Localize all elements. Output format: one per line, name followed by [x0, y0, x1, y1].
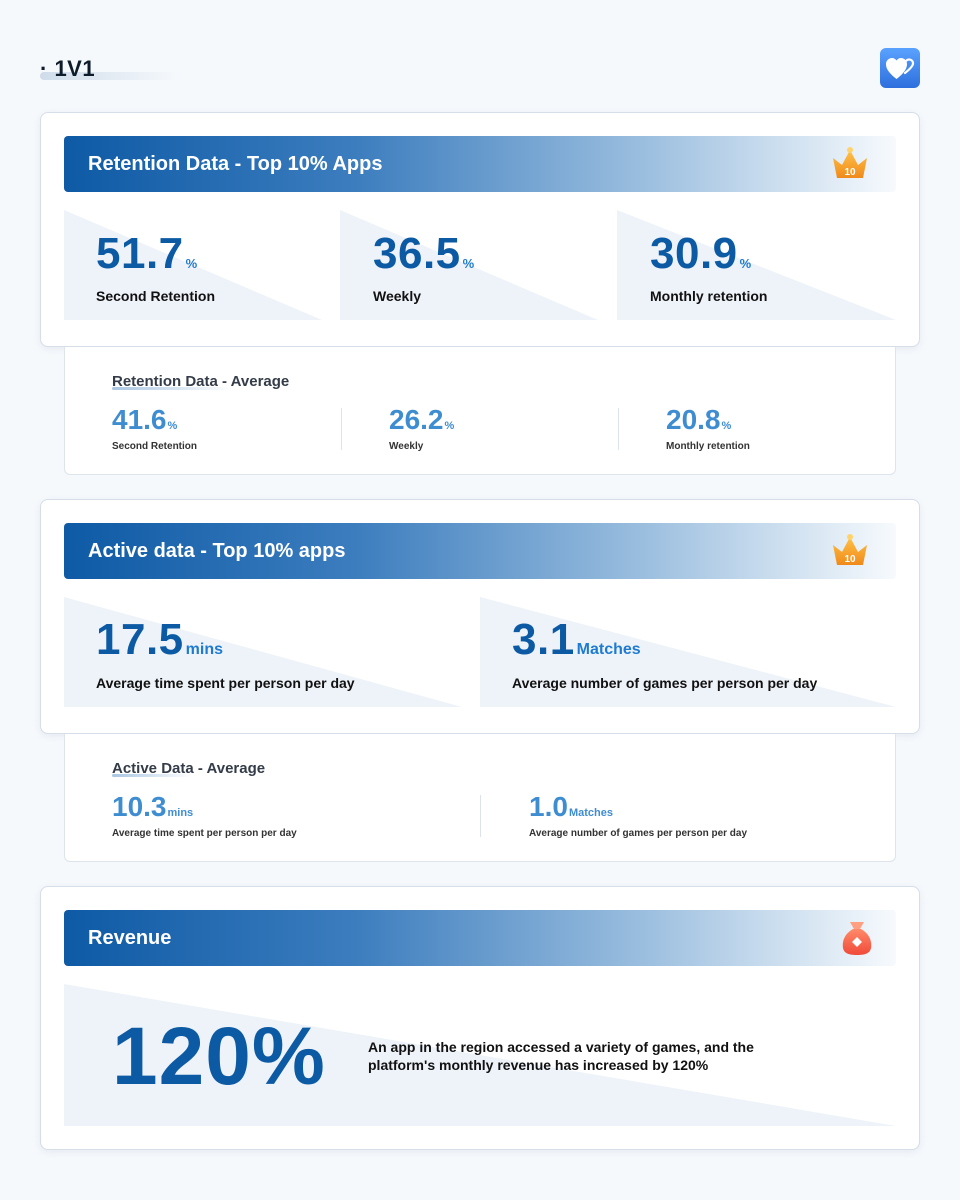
active-top-banner: Active data - Top 10% apps: [64, 523, 896, 579]
avg-label: Monthly retention: [666, 441, 750, 452]
svg-text:10: 10: [844, 554, 856, 565]
divider: [341, 408, 342, 450]
stat-tile: [480, 597, 896, 707]
stat-tile: [64, 210, 322, 320]
avg-number: 20.8: [666, 404, 721, 435]
stat-tile: [617, 210, 896, 320]
retention-average-card: [64, 347, 896, 475]
revenue-value: 120%: [112, 1011, 326, 1102]
stat-value: 36.5%: [373, 232, 474, 276]
stat-unit: mins: [185, 641, 223, 658]
stat-unit: %: [185, 256, 198, 271]
avg-stat-value: 41.6%: [112, 406, 177, 434]
stat-number: 51.7: [96, 229, 184, 278]
avg-unit: %: [167, 420, 178, 432]
avg-stat-value: 26.2%: [389, 406, 454, 434]
hearts-icon: [880, 48, 920, 88]
stat-label: Monthly retention: [650, 288, 768, 304]
avg-label: Average number of games per person per d…: [529, 828, 748, 839]
retention-top-title: Retention Data - Top 10% Apps: [88, 152, 383, 175]
active-average-title: Active Data - Average: [112, 760, 266, 777]
stat-number: 3.1: [512, 615, 575, 664]
avg-unit: Matches: [568, 807, 613, 819]
avg-stat-value: 20.8%: [666, 406, 731, 434]
divider: [480, 795, 481, 837]
stat-value: 17.5 mins: [96, 618, 223, 662]
avg-number: 26.2: [389, 404, 444, 435]
avg-label: Weekly: [389, 441, 424, 452]
stat-number: 30.9: [650, 229, 738, 278]
avg-label: Average time spent per person per day: [112, 828, 297, 839]
avg-unit: %: [444, 420, 455, 432]
stat-number: 17.5: [96, 615, 184, 664]
divider: [618, 408, 619, 450]
stat-value: 3.1 Matches: [512, 618, 641, 662]
retention-average-title: Retention Data - Average: [112, 373, 290, 390]
avg-stat-value: 1.0Matches: [529, 793, 613, 821]
stat-value: 30.9%: [650, 232, 751, 276]
avg-label: Second Retention: [112, 441, 198, 452]
title-underline: [112, 387, 232, 390]
retention-top-banner: Retention Data - Top 10% Apps: [64, 136, 896, 192]
svg-text:10: 10: [844, 167, 856, 178]
stat-tile: [340, 210, 598, 320]
avg-unit: %: [721, 420, 732, 432]
revenue-tile: [64, 984, 896, 1126]
avg-number: 41.6: [112, 404, 167, 435]
stat-label: Weekly: [373, 288, 421, 304]
title-underline: [112, 774, 192, 777]
revenue-title: Revenue: [88, 926, 172, 949]
stat-unit: Matches: [576, 641, 641, 658]
stat-label: Average number of games per person per d…: [512, 675, 818, 691]
crown-top10-icon: 10: [830, 146, 870, 182]
stat-label: Average time spent per person per day: [96, 675, 355, 691]
avg-number: 10.3: [112, 791, 167, 822]
stat-tile: [64, 597, 462, 707]
stat-label: Second Retention: [96, 288, 216, 304]
avg-stat-value: 10.3mins: [112, 793, 193, 821]
revenue-banner: Revenue: [64, 910, 896, 966]
stat-number: 36.5: [373, 229, 461, 278]
stat-unit: %: [462, 256, 475, 271]
stat-unit: %: [739, 256, 752, 271]
stat-value: 51.7%: [96, 232, 197, 276]
money-bag-icon: [838, 918, 876, 958]
avg-number: 1.0: [529, 791, 568, 822]
active-top-title: Active data - Top 10% apps: [88, 539, 346, 562]
crown-top10-icon: 10: [830, 533, 870, 569]
avg-unit: mins: [167, 807, 194, 819]
page-title: · 1V1: [40, 56, 96, 81]
title-underline: [40, 72, 180, 80]
revenue-description: An app in the region accessed a variety …: [368, 1039, 754, 1073]
